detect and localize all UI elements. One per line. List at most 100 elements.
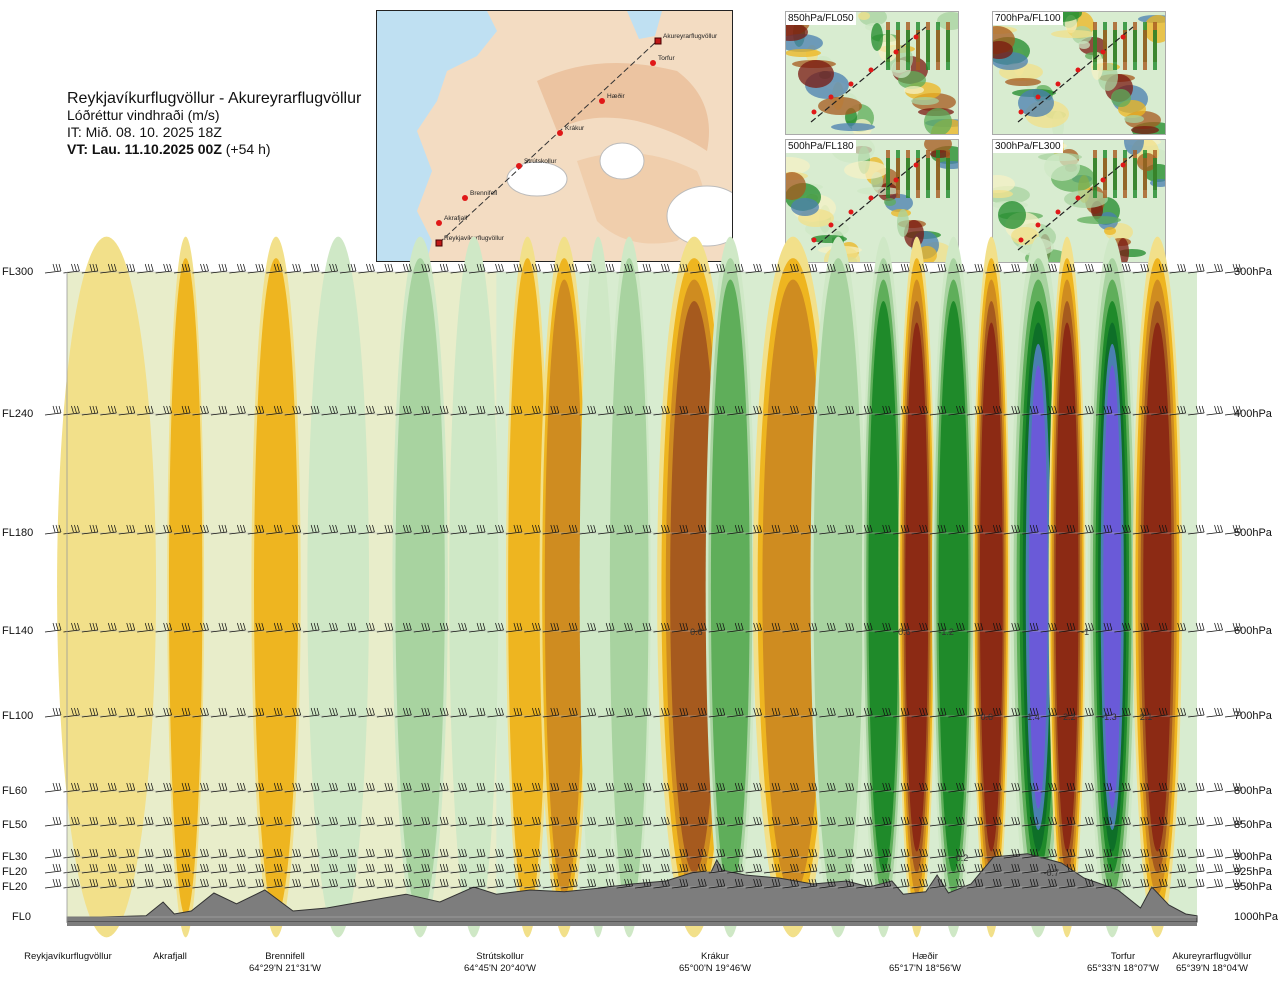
wind-barb bbox=[63, 263, 80, 274]
wind-barb bbox=[1132, 263, 1150, 274]
field-blob bbox=[998, 201, 1026, 229]
field-stripe bbox=[1113, 30, 1117, 70]
wind-band bbox=[979, 322, 1003, 852]
field-blob bbox=[1111, 89, 1131, 107]
field-blob bbox=[924, 140, 952, 153]
wind-barb bbox=[671, 405, 689, 416]
wind-barb bbox=[948, 263, 965, 274]
route-map-svg: Akureyrarflugvöllur Torfur Hæðir Krákur Strú… bbox=[377, 11, 732, 261]
wind-barb bbox=[837, 263, 855, 274]
wind-barb bbox=[966, 405, 984, 416]
wind-barb bbox=[303, 622, 320, 633]
wind-barb bbox=[210, 524, 228, 535]
wind-barb bbox=[708, 405, 726, 416]
location-label: Strútskollur 64°45'N 20°40'W bbox=[440, 951, 560, 975]
pressure-level-label: 600hPa bbox=[1234, 625, 1272, 637]
field-stripe bbox=[946, 30, 950, 70]
wind-barb bbox=[1188, 263, 1205, 274]
wind-barb bbox=[524, 405, 541, 416]
mini-map-label: 700hPa/FL100 bbox=[993, 12, 1063, 25]
wind-barb bbox=[1095, 405, 1113, 416]
wind-band bbox=[670, 301, 719, 873]
wind-barb bbox=[505, 622, 523, 633]
mini-map-label: 500hPa/FL180 bbox=[786, 140, 856, 153]
valid-time-offset: (+54 h) bbox=[225, 141, 271, 157]
wind-barb bbox=[985, 524, 1002, 535]
wind-barb bbox=[1022, 524, 1039, 535]
wind-barb bbox=[856, 524, 873, 535]
flight-level-label: FL50 bbox=[2, 819, 28, 831]
valid-time: VT: Lau. 11.10.2025 00Z (+54 h) bbox=[67, 141, 361, 158]
wind-barb bbox=[598, 263, 615, 274]
wind-barb bbox=[505, 405, 523, 416]
wind-barb bbox=[303, 263, 320, 274]
mini-map-700: 700hPa/FL100 bbox=[992, 11, 1166, 135]
wind-barb bbox=[266, 622, 283, 633]
mini-waypoint bbox=[848, 81, 854, 87]
location-coord: 65°17'N 18°56'W bbox=[889, 963, 961, 974]
wind-barb bbox=[210, 622, 228, 633]
pressure-level-label: 700hPa bbox=[1234, 710, 1272, 722]
wind-barb bbox=[487, 405, 504, 416]
wind-barb bbox=[266, 524, 283, 535]
wind-barb bbox=[929, 405, 947, 416]
wind-barb bbox=[1206, 782, 1223, 793]
wind-barb bbox=[284, 622, 302, 633]
wind-band bbox=[449, 236, 499, 938]
wind-barb bbox=[469, 622, 486, 633]
wind-band bbox=[938, 301, 969, 873]
wind-barb bbox=[1206, 848, 1223, 859]
mini-map-field bbox=[786, 12, 958, 134]
wind-barb bbox=[1206, 707, 1223, 718]
wind-barb bbox=[1114, 405, 1131, 416]
wind-barb bbox=[137, 622, 154, 633]
wind-barb bbox=[1151, 524, 1168, 535]
wind-barb bbox=[561, 405, 578, 416]
contour-label: -1.2 bbox=[938, 627, 954, 637]
wind-barb bbox=[284, 405, 302, 416]
field-stripe bbox=[936, 30, 940, 70]
wind-barb bbox=[155, 622, 172, 633]
wind-barb bbox=[745, 524, 762, 535]
wind-barb bbox=[690, 263, 707, 274]
field-blob bbox=[871, 23, 883, 51]
location-label: Hæðir 65°17'N 18°56'W bbox=[865, 951, 985, 975]
wind-barb bbox=[893, 405, 910, 416]
wind-barb bbox=[653, 405, 670, 416]
waypoint-marker: Hæðir bbox=[599, 92, 626, 104]
wind-barb bbox=[395, 524, 412, 535]
field-blob bbox=[1077, 216, 1121, 224]
mini-waypoint bbox=[868, 195, 874, 201]
wind-barb bbox=[1151, 263, 1168, 274]
wind-barb bbox=[155, 405, 172, 416]
wind-barb bbox=[985, 263, 1002, 274]
wind-barb bbox=[247, 263, 265, 274]
wind-barb bbox=[81, 405, 99, 416]
title-block: Reykjavíkurflugvöllur - Akureyrarflugvöl… bbox=[67, 90, 361, 158]
wind-barb bbox=[432, 622, 449, 633]
wind-barb bbox=[63, 524, 80, 535]
waypoint-marker: Torfur bbox=[650, 55, 675, 66]
wind-barb bbox=[764, 263, 781, 274]
field-stripe bbox=[886, 30, 890, 70]
mini-route-line bbox=[1017, 154, 1134, 251]
wind-barb bbox=[192, 524, 209, 535]
wind-barb bbox=[800, 405, 818, 416]
pressure-level-label: 925hPa bbox=[1234, 866, 1272, 878]
wind-barb bbox=[782, 405, 799, 416]
contour-label: 2.2 bbox=[1063, 712, 1076, 722]
wind-barb bbox=[137, 263, 154, 274]
waypoint-marker: Strútskollur bbox=[516, 158, 557, 169]
wind-barb bbox=[1206, 405, 1223, 416]
pressure-level-label: 400hPa bbox=[1234, 408, 1272, 420]
wind-barb bbox=[266, 263, 283, 274]
wind-barb bbox=[118, 524, 136, 535]
field-blob bbox=[1131, 126, 1159, 134]
wind-barb bbox=[929, 263, 947, 274]
wind-band bbox=[609, 258, 649, 916]
wind-barb bbox=[1169, 263, 1187, 274]
wind-barb bbox=[893, 263, 910, 274]
wind-barb bbox=[63, 622, 80, 633]
contour-label: -1 bbox=[1081, 627, 1089, 637]
wind-barb bbox=[192, 622, 209, 633]
